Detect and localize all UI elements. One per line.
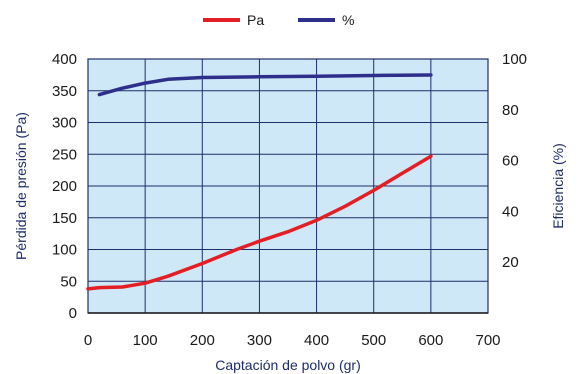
x-tick-label: 300 xyxy=(247,332,272,349)
series-line-pa xyxy=(86,154,433,291)
y-left-tick-label: 200 xyxy=(52,178,77,195)
legend-label-pa: Pa xyxy=(247,12,264,28)
y-left-tick-label: 150 xyxy=(52,210,77,227)
series-layer xyxy=(86,73,433,291)
x-tick-label: 0 xyxy=(84,332,92,349)
x-tick-label: 200 xyxy=(190,332,215,349)
x-tick-label: 500 xyxy=(361,332,386,349)
x-tick-label: 600 xyxy=(418,332,443,349)
legend: Pa % xyxy=(203,12,354,28)
y-right-tick-label: 60 xyxy=(502,153,519,170)
series-line-efficiency xyxy=(97,73,433,97)
y-left-tick-label: 0 xyxy=(69,305,77,322)
y-axis-right-title: Eficiencia (%) xyxy=(550,143,566,229)
tick-labels: 0 100 200 300 400 500 600 700 0 50 100 150 200 250 300… xyxy=(52,51,527,349)
y-right-tick-label: 40 xyxy=(502,203,519,220)
y-left-tick-label: 350 xyxy=(52,83,77,100)
y-left-tick-label: 250 xyxy=(52,146,77,163)
y-left-tick-label: 300 xyxy=(52,115,77,132)
y-right-tick-label: 100 xyxy=(502,51,527,68)
legend-label-efficiency: % xyxy=(342,12,354,28)
y-left-tick-label: 50 xyxy=(60,273,77,290)
x-tick-label: 700 xyxy=(475,332,500,349)
x-tick-label: 400 xyxy=(304,332,329,349)
y-right-tick-label: 80 xyxy=(502,102,519,119)
y-left-tick-label: 100 xyxy=(52,242,77,259)
y-left-tick-label: 400 xyxy=(52,51,77,68)
x-axis-title: Captación de polvo (gr) xyxy=(215,357,361,373)
x-tick-label: 100 xyxy=(133,332,158,349)
y-right-tick-label: 20 xyxy=(502,254,519,271)
y-axis-left-title: Pérdida de presión (Pa) xyxy=(13,112,29,260)
